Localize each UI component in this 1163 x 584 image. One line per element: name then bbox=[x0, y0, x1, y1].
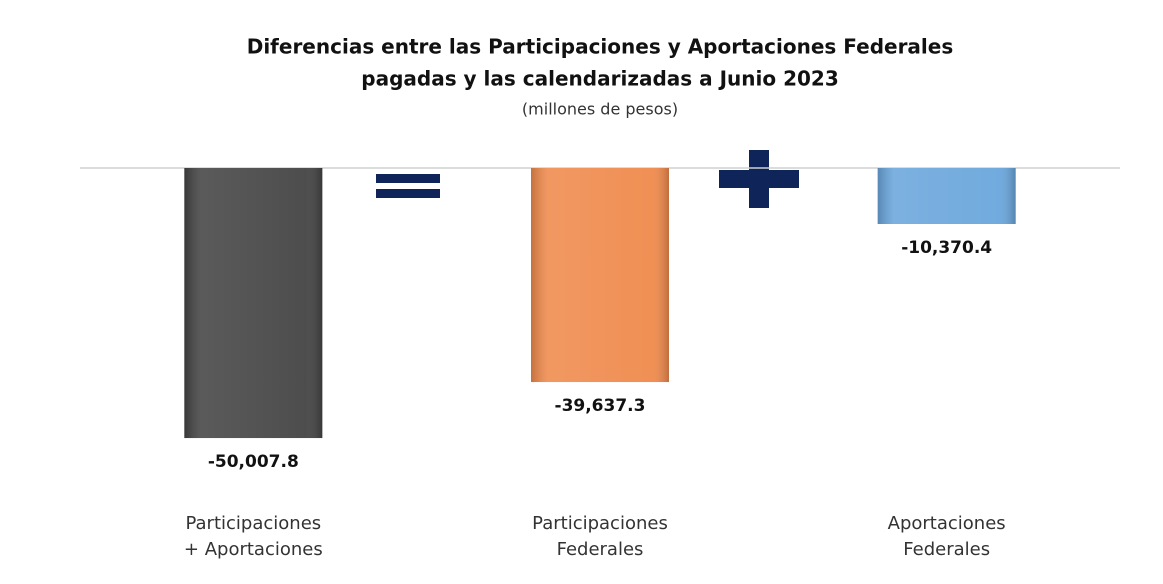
data-label: -10,370.4 bbox=[901, 238, 992, 258]
data-label: -50,007.8 bbox=[208, 452, 299, 472]
x-tick-label: + Aportaciones bbox=[184, 539, 323, 560]
x-tick-label: Federales bbox=[903, 539, 990, 560]
x-tick-label: Participaciones bbox=[185, 513, 321, 534]
plus-sign bbox=[719, 150, 799, 208]
bar bbox=[877, 168, 1016, 225]
data-label: -39,637.3 bbox=[555, 396, 646, 416]
chart-title: pagadas y las calendarizadas a Junio 202… bbox=[361, 67, 838, 91]
bar bbox=[184, 168, 323, 439]
x-tick-label: Aportaciones bbox=[888, 513, 1006, 534]
bar bbox=[531, 168, 669, 383]
x-tick-label: Participaciones bbox=[532, 513, 668, 534]
equals-sign bbox=[376, 174, 440, 198]
x-tick-label: Federales bbox=[557, 539, 644, 560]
chart-subtitle: (millones de pesos) bbox=[522, 100, 678, 119]
chart-title: Diferencias entre las Participaciones y … bbox=[247, 35, 954, 59]
